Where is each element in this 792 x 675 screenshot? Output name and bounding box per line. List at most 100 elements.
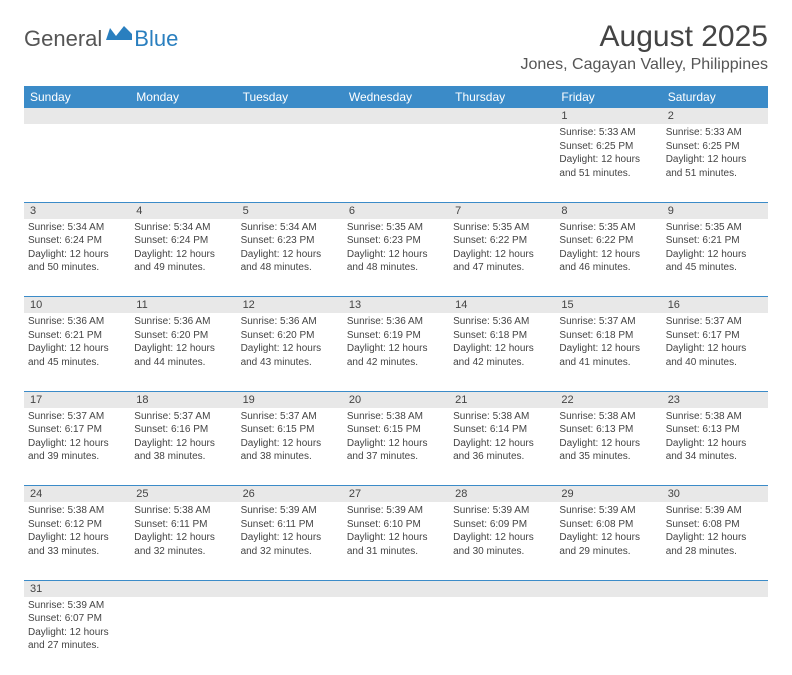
day-line: Sunset: 6:25 PM xyxy=(666,140,764,154)
day-line: Sunset: 6:12 PM xyxy=(28,518,126,532)
day-line: and 40 minutes. xyxy=(666,356,764,370)
day-line: and 46 minutes. xyxy=(559,261,657,275)
day-number-cell: 21 xyxy=(449,391,555,408)
day-line: Sunset: 6:17 PM xyxy=(28,423,126,437)
day-cell: Sunrise: 5:36 AMSunset: 6:19 PMDaylight:… xyxy=(343,313,449,391)
title-block: August 2025 Jones, Cagayan Valley, Phili… xyxy=(520,20,768,74)
day-line: Sunrise: 5:35 AM xyxy=(347,221,445,235)
day-line: Sunset: 6:07 PM xyxy=(28,612,126,626)
day-number-cell: 27 xyxy=(343,486,449,503)
day-line: Sunset: 6:22 PM xyxy=(559,234,657,248)
day-cell: Sunrise: 5:35 AMSunset: 6:22 PMDaylight:… xyxy=(449,219,555,297)
day-details: Sunrise: 5:33 AMSunset: 6:25 PMDaylight:… xyxy=(666,126,764,180)
day-cell: Sunrise: 5:36 AMSunset: 6:21 PMDaylight:… xyxy=(24,313,130,391)
day-line: Sunset: 6:24 PM xyxy=(28,234,126,248)
day-number-cell: 17 xyxy=(24,391,130,408)
day-details: Sunrise: 5:35 AMSunset: 6:22 PMDaylight:… xyxy=(453,221,551,275)
day-line: Sunrise: 5:34 AM xyxy=(241,221,339,235)
day-cell xyxy=(662,597,768,675)
day-number-cell: 1 xyxy=(555,108,661,124)
day-line: Sunrise: 5:38 AM xyxy=(453,410,551,424)
week-row: Sunrise: 5:33 AMSunset: 6:25 PMDaylight:… xyxy=(24,124,768,202)
day-cell: Sunrise: 5:39 AMSunset: 6:10 PMDaylight:… xyxy=(343,502,449,580)
day-number-cell: 18 xyxy=(130,391,236,408)
day-line: Sunrise: 5:34 AM xyxy=(28,221,126,235)
day-header: Saturday xyxy=(662,86,768,108)
day-cell: Sunrise: 5:39 AMSunset: 6:09 PMDaylight:… xyxy=(449,502,555,580)
day-cell: Sunrise: 5:38 AMSunset: 6:11 PMDaylight:… xyxy=(130,502,236,580)
day-line: Sunset: 6:18 PM xyxy=(559,329,657,343)
day-line: Sunrise: 5:39 AM xyxy=(559,504,657,518)
day-line: and 51 minutes. xyxy=(559,167,657,181)
day-number-cell: 20 xyxy=(343,391,449,408)
day-line: Daylight: 12 hours xyxy=(347,437,445,451)
day-number-cell: 25 xyxy=(130,486,236,503)
day-cell: Sunrise: 5:34 AMSunset: 6:24 PMDaylight:… xyxy=(24,219,130,297)
day-line: Sunrise: 5:39 AM xyxy=(453,504,551,518)
day-line: Sunrise: 5:35 AM xyxy=(453,221,551,235)
day-number-cell: 12 xyxy=(237,297,343,314)
day-number-cell: 19 xyxy=(237,391,343,408)
day-number-cell: 11 xyxy=(130,297,236,314)
day-number-cell: 4 xyxy=(130,202,236,219)
day-line: Sunset: 6:17 PM xyxy=(666,329,764,343)
day-number-cell xyxy=(237,580,343,597)
day-cell: Sunrise: 5:35 AMSunset: 6:23 PMDaylight:… xyxy=(343,219,449,297)
day-cell: Sunrise: 5:38 AMSunset: 6:14 PMDaylight:… xyxy=(449,408,555,486)
week-row: Sunrise: 5:37 AMSunset: 6:17 PMDaylight:… xyxy=(24,408,768,486)
day-number-cell xyxy=(343,108,449,124)
day-cell: Sunrise: 5:39 AMSunset: 6:11 PMDaylight:… xyxy=(237,502,343,580)
day-details: Sunrise: 5:38 AMSunset: 6:12 PMDaylight:… xyxy=(28,504,126,558)
day-number-cell: 9 xyxy=(662,202,768,219)
day-header: Monday xyxy=(130,86,236,108)
day-line: Daylight: 12 hours xyxy=(28,248,126,262)
day-cell xyxy=(24,124,130,202)
calendar-table: Sunday Monday Tuesday Wednesday Thursday… xyxy=(24,86,768,675)
day-line: Daylight: 12 hours xyxy=(666,437,764,451)
day-line: Daylight: 12 hours xyxy=(666,342,764,356)
day-details: Sunrise: 5:37 AMSunset: 6:17 PMDaylight:… xyxy=(666,315,764,369)
day-line: Sunrise: 5:36 AM xyxy=(347,315,445,329)
day-cell: Sunrise: 5:33 AMSunset: 6:25 PMDaylight:… xyxy=(555,124,661,202)
day-details: Sunrise: 5:39 AMSunset: 6:08 PMDaylight:… xyxy=(559,504,657,558)
day-details: Sunrise: 5:38 AMSunset: 6:15 PMDaylight:… xyxy=(347,410,445,464)
day-cell: Sunrise: 5:35 AMSunset: 6:22 PMDaylight:… xyxy=(555,219,661,297)
day-line: Sunset: 6:09 PM xyxy=(453,518,551,532)
day-cell: Sunrise: 5:34 AMSunset: 6:23 PMDaylight:… xyxy=(237,219,343,297)
day-line: Daylight: 12 hours xyxy=(453,437,551,451)
day-line: and 35 minutes. xyxy=(559,450,657,464)
day-line: Sunset: 6:23 PM xyxy=(347,234,445,248)
day-line: Sunset: 6:10 PM xyxy=(347,518,445,532)
day-line: and 38 minutes. xyxy=(241,450,339,464)
day-line: Sunrise: 5:34 AM xyxy=(134,221,232,235)
day-number-cell: 5 xyxy=(237,202,343,219)
day-line: Sunset: 6:14 PM xyxy=(453,423,551,437)
day-line: Sunrise: 5:36 AM xyxy=(134,315,232,329)
day-header-row: Sunday Monday Tuesday Wednesday Thursday… xyxy=(24,86,768,108)
day-details: Sunrise: 5:36 AMSunset: 6:18 PMDaylight:… xyxy=(453,315,551,369)
day-cell: Sunrise: 5:37 AMSunset: 6:17 PMDaylight:… xyxy=(24,408,130,486)
day-line: Daylight: 12 hours xyxy=(666,531,764,545)
day-line: and 49 minutes. xyxy=(134,261,232,275)
day-number-cell: 15 xyxy=(555,297,661,314)
day-details: Sunrise: 5:38 AMSunset: 6:11 PMDaylight:… xyxy=(134,504,232,558)
day-line: and 30 minutes. xyxy=(453,545,551,559)
daynum-row: 12 xyxy=(24,108,768,124)
day-cell: Sunrise: 5:33 AMSunset: 6:25 PMDaylight:… xyxy=(662,124,768,202)
day-line: Sunrise: 5:35 AM xyxy=(666,221,764,235)
day-number-cell: 2 xyxy=(662,108,768,124)
day-line: Daylight: 12 hours xyxy=(347,531,445,545)
day-cell: Sunrise: 5:35 AMSunset: 6:21 PMDaylight:… xyxy=(662,219,768,297)
day-number-cell xyxy=(555,580,661,597)
day-line: Sunset: 6:21 PM xyxy=(666,234,764,248)
day-cell xyxy=(555,597,661,675)
day-line: Daylight: 12 hours xyxy=(134,342,232,356)
day-line: Sunrise: 5:38 AM xyxy=(559,410,657,424)
day-line: and 50 minutes. xyxy=(28,261,126,275)
day-header: Thursday xyxy=(449,86,555,108)
day-number-cell xyxy=(237,108,343,124)
day-line: Daylight: 12 hours xyxy=(559,531,657,545)
day-details: Sunrise: 5:39 AMSunset: 6:08 PMDaylight:… xyxy=(666,504,764,558)
day-line: Sunset: 6:24 PM xyxy=(134,234,232,248)
day-line: Sunset: 6:11 PM xyxy=(134,518,232,532)
